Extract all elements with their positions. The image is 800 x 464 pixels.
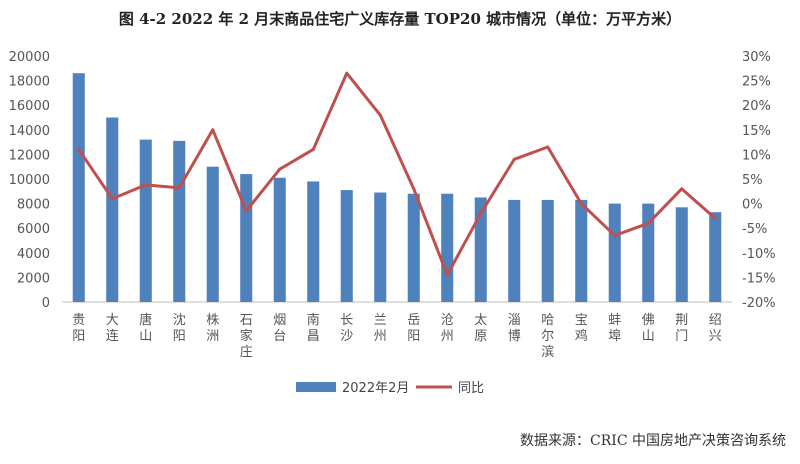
bar xyxy=(407,193,420,302)
x-category-label: 绍兴 xyxy=(709,313,722,344)
x-category-label: 蚌埠 xyxy=(608,313,621,344)
bar xyxy=(608,203,621,302)
x-category-label: 长沙 xyxy=(340,313,353,344)
line-point xyxy=(680,187,684,191)
y-right-tick-label: 5% xyxy=(742,173,763,188)
bar xyxy=(709,212,722,302)
y-right-tick-label: 25% xyxy=(742,75,771,90)
x-category-label: 兰州 xyxy=(374,313,387,344)
y-right-tick-label: 20% xyxy=(742,99,771,114)
line-point xyxy=(613,234,617,238)
y-right-tick-label: -5% xyxy=(742,222,767,237)
x-category-label: 宝鸡 xyxy=(575,313,588,344)
y-right-tick-label: 10% xyxy=(742,148,771,163)
bar xyxy=(139,139,152,302)
legend: 2022年2月 同比 xyxy=(296,381,484,396)
y-left-tick-label: 14000 xyxy=(9,124,50,139)
x-category-label: 沈阳 xyxy=(173,313,186,344)
line-point xyxy=(77,147,81,151)
x-category-label: 大连 xyxy=(106,313,119,344)
line-point xyxy=(479,211,483,215)
bar xyxy=(72,73,85,302)
x-category-label: 岳阳 xyxy=(407,313,420,344)
line-series xyxy=(77,71,717,277)
y-left-tick-label: 0 xyxy=(42,296,50,311)
line-point xyxy=(177,186,181,190)
y-left-tick-label: 20000 xyxy=(9,50,50,65)
bar xyxy=(307,181,320,302)
line-point xyxy=(579,202,583,206)
x-category-label: 太原 xyxy=(474,313,487,344)
x-category-label: 沧州 xyxy=(441,312,454,344)
bar xyxy=(441,193,454,302)
y-left-tick-label: 6000 xyxy=(17,222,50,237)
line-point xyxy=(378,113,382,117)
line-point xyxy=(110,197,114,201)
x-category-label: 贵阳 xyxy=(72,313,85,344)
y-left-tick-label: 10000 xyxy=(9,173,50,188)
y-left-tick-label: 18000 xyxy=(9,75,50,90)
legend-bar-label: 2022年2月 xyxy=(342,381,409,396)
y-right-tick-label: 15% xyxy=(742,124,771,139)
x-category-label: 唐山 xyxy=(139,312,152,344)
legend-line-label: 同比 xyxy=(458,381,484,396)
y-right-tick-label: -20% xyxy=(742,296,776,311)
line-point xyxy=(345,71,349,75)
line-point xyxy=(278,167,282,171)
line-point xyxy=(713,216,717,220)
x-category-label: 株洲 xyxy=(206,313,219,344)
y-left-tick-label: 4000 xyxy=(17,247,50,262)
y-right-tick-label: -15% xyxy=(742,271,776,286)
x-category-label: 荆门 xyxy=(675,312,688,344)
y-left-tick-label: 2000 xyxy=(17,271,50,286)
bar xyxy=(474,197,487,302)
chart-title: 图 4-2 2022 年 2 月末商品住宅广义库存量 TOP20 城市情况（单位… xyxy=(118,10,682,28)
bar xyxy=(106,117,119,302)
x-category-label: 烟台 xyxy=(273,313,286,344)
x-category-label: 南昌 xyxy=(307,312,320,344)
bar xyxy=(675,207,688,302)
y-left-tick-label: 12000 xyxy=(9,148,50,163)
x-category-label: 石家庄 xyxy=(240,313,253,360)
bar xyxy=(173,140,186,302)
x-category-label: 淄博 xyxy=(508,313,521,344)
line-point xyxy=(144,183,148,187)
bar xyxy=(575,199,588,302)
line-point xyxy=(211,128,215,132)
bar xyxy=(340,190,353,302)
y-left-tick-label: 16000 xyxy=(9,99,50,114)
line-point xyxy=(412,187,416,191)
y-right-tick-label: -10% xyxy=(742,247,776,262)
y-right-tick-label: 0% xyxy=(742,198,763,213)
x-category-label: 佛山 xyxy=(642,313,655,344)
bar xyxy=(508,199,521,302)
line-point xyxy=(311,147,315,151)
line-point xyxy=(244,209,248,213)
bar xyxy=(240,174,253,302)
y-axis-left: 0 2000 4000 6000 8000 10000 12000 14000 16000 180… xyxy=(9,50,50,311)
source-note: 数据来源：CRIC 中国房地产决策咨询系统 xyxy=(520,433,786,449)
x-category-label: 哈尔滨 xyxy=(541,313,554,360)
line-point xyxy=(512,157,516,161)
line-point xyxy=(646,221,650,225)
bar xyxy=(541,199,554,302)
bar xyxy=(273,177,286,302)
bar xyxy=(374,192,387,302)
y-left-tick-label: 8000 xyxy=(17,198,50,213)
y-right-tick-label: 30% xyxy=(742,50,771,65)
line-path xyxy=(77,71,717,277)
y-axis-right: -20% -15% -10% -5% 0% 5% 10% 15% 20% 25% 30% xyxy=(742,50,776,311)
line-point xyxy=(546,145,550,149)
bar xyxy=(642,203,655,302)
line-point xyxy=(445,273,449,277)
legend-bar-swatch xyxy=(296,382,336,392)
bar-series xyxy=(72,73,722,302)
bar xyxy=(206,166,219,302)
